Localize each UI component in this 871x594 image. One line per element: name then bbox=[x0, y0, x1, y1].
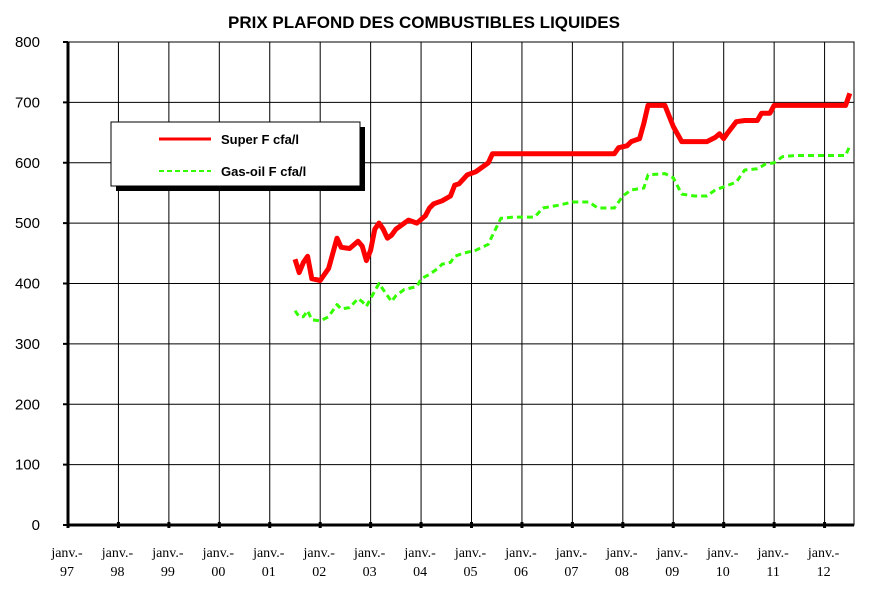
y-tick-label: 0 bbox=[32, 517, 40, 534]
x-tick-label: janv.-01 bbox=[252, 546, 285, 580]
y-tick-label: 100 bbox=[15, 457, 40, 474]
y-tick-label: 800 bbox=[15, 34, 40, 51]
grid bbox=[67, 41, 855, 526]
x-tick-label: janv.-05 bbox=[454, 546, 487, 580]
series-lines bbox=[292, 92, 853, 323]
y-tick-label: 700 bbox=[15, 94, 40, 111]
series-line-1 bbox=[292, 92, 853, 283]
legend-box bbox=[110, 121, 361, 187]
x-tick-label: janv.-07 bbox=[555, 546, 588, 580]
x-tick-label: janv.-12 bbox=[807, 546, 840, 580]
y-axis-ticks: 0 100 200 300 400 500 600 700 800 bbox=[15, 34, 40, 534]
series-line-2 bbox=[293, 145, 852, 323]
x-tick-label: janv.-06 bbox=[504, 546, 537, 580]
x-tick-label: janv.-98 bbox=[101, 546, 134, 580]
legend: Super F cfa/l Gas-oil F cfa/l bbox=[110, 121, 365, 191]
y-tick-label: 400 bbox=[15, 276, 40, 293]
x-tick-label: janv.-08 bbox=[605, 546, 638, 580]
axes bbox=[63, 41, 854, 528]
chart-title: PRIX PLAFOND DES COMBUSTIBLES LIQUIDES bbox=[228, 13, 620, 32]
x-tick-label: janv.-10 bbox=[706, 546, 739, 580]
x-tick-label: janv.-02 bbox=[303, 546, 336, 580]
x-tick-label: janv.-04 bbox=[403, 546, 436, 580]
x-tick-label: janv.-97 bbox=[50, 546, 83, 580]
y-tick-label: 300 bbox=[15, 336, 40, 353]
legend-label-2: Gas-oil F cfa/l bbox=[221, 164, 306, 179]
x-tick-label: janv.-00 bbox=[202, 546, 235, 580]
x-tick-label: janv.-99 bbox=[151, 546, 184, 580]
legend-label-1: Super F cfa/l bbox=[221, 132, 299, 147]
x-tick-label: janv.-09 bbox=[656, 546, 689, 580]
y-tick-label: 500 bbox=[15, 215, 40, 232]
y-tick-label: 600 bbox=[15, 155, 40, 172]
y-tick-label: 200 bbox=[15, 396, 40, 413]
x-tick-label: janv.-03 bbox=[353, 546, 386, 580]
x-tick-label: janv.-11 bbox=[756, 546, 789, 580]
x-axis-ticks: janv.-97 janv.-98 janv.-99 janv.-00 janv.-01… bbox=[50, 546, 839, 580]
